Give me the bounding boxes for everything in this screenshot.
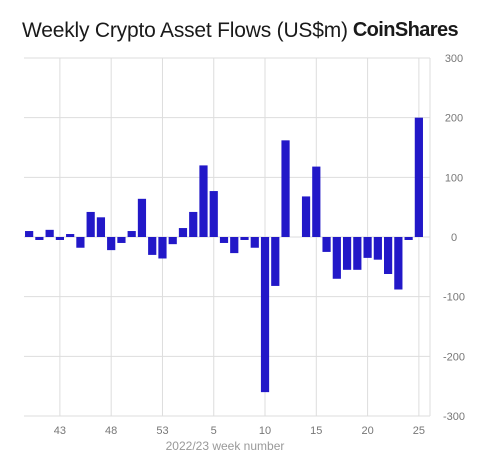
bar-week-50 xyxy=(127,231,136,237)
y-tick-label: 0 xyxy=(451,232,457,244)
bar-week-22 xyxy=(384,237,393,274)
bar-week-23 xyxy=(394,237,403,290)
bar-week-4 xyxy=(199,165,208,237)
x-tick-label: 53 xyxy=(156,425,168,437)
x-tick-label: 48 xyxy=(105,425,117,437)
y-tick-label: -100 xyxy=(443,292,465,304)
bar-week-20 xyxy=(363,237,372,258)
bars xyxy=(25,117,423,393)
bar-week-14 xyxy=(301,196,311,237)
chart-title: Weekly Crypto Asset Flows (US$m) xyxy=(22,19,348,42)
bar-week-46 xyxy=(86,211,95,237)
x-tick-label: 43 xyxy=(54,425,66,437)
bar-week-25 xyxy=(414,117,423,237)
x-tick-label: 15 xyxy=(310,425,322,437)
bar-week-11 xyxy=(271,237,280,286)
bar-week-40 xyxy=(25,231,34,237)
bar-week-48 xyxy=(107,237,116,251)
x-tick-label: 20 xyxy=(361,425,373,437)
x-tick-labels: 43 48 53 5 10 15 20 25 xyxy=(54,425,425,437)
bar-week-10 xyxy=(260,237,270,393)
bar-week-15 xyxy=(312,166,321,237)
bar-week-18 xyxy=(342,237,352,270)
y-tick-labels: 300 200 100 0 -100 -200 -300 xyxy=(443,53,465,423)
x-tick-label: 25 xyxy=(413,425,425,437)
bar-week-51 xyxy=(137,198,147,237)
bar-week-9 xyxy=(250,237,259,248)
x-tick-label: 10 xyxy=(259,425,271,437)
bar-week-17 xyxy=(332,237,341,279)
x-tick-label: 5 xyxy=(211,425,217,437)
y-tick-label: 300 xyxy=(445,53,463,65)
bar-week-2 xyxy=(178,228,188,237)
bar-week-24 xyxy=(404,237,413,240)
bar-week-19 xyxy=(353,237,362,270)
bar-week-16 xyxy=(322,237,331,252)
y-tick-label: 200 xyxy=(445,113,463,125)
bar-week-43 xyxy=(55,237,64,240)
bar-week-5 xyxy=(209,191,218,237)
bar-week-8 xyxy=(240,237,249,240)
bar-week-47 xyxy=(96,217,106,237)
bar-week-1 xyxy=(168,237,177,245)
x-axis-label: 2022/23 week number xyxy=(166,439,285,453)
bar-week-53 xyxy=(158,237,167,259)
bar-week-6 xyxy=(219,237,229,243)
bar-week-49 xyxy=(117,237,126,243)
bar-week-44 xyxy=(66,234,75,237)
y-tick-label: -200 xyxy=(443,351,465,363)
bar-week-41 xyxy=(35,237,44,240)
bar-week-21 xyxy=(373,237,382,260)
bar-week-52 xyxy=(148,237,157,255)
bar-week-42 xyxy=(45,229,54,237)
bar-week-7 xyxy=(230,237,239,254)
bar-week-12 xyxy=(281,140,290,237)
bar-week-3 xyxy=(189,211,198,237)
brand-logo: CoinShares xyxy=(352,19,459,41)
y-tick-label: 100 xyxy=(445,172,463,184)
y-tick-label: -300 xyxy=(443,411,465,423)
bar-week-45 xyxy=(76,237,85,248)
